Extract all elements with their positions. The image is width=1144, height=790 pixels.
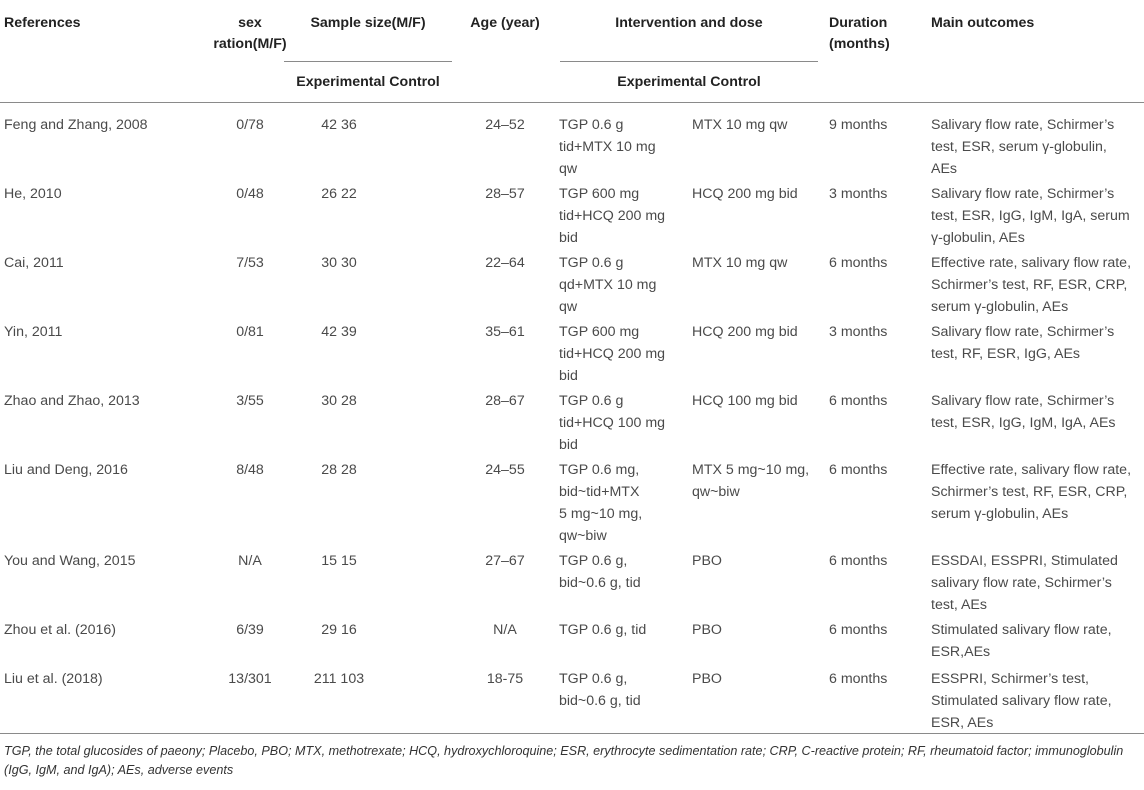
cell-exp: TGP 0.6 g, bid~0.6 g, tid — [559, 671, 641, 709]
cell-duration: 6 months — [829, 553, 888, 569]
header-outcomes: Main outcomes — [931, 15, 1035, 31]
header-sample-sub: Experimental Control — [296, 74, 440, 90]
cell-age: 18-75 — [486, 671, 524, 687]
cell-sex: 7/53 — [236, 255, 264, 271]
cell-exp: TGP 0.6 mg, bid~tid+MTX 5 mg~10 mg, qw~b… — [559, 462, 643, 544]
cell-sample: 29 16 — [321, 622, 357, 638]
cell-outcomes: Salivary flow rate, Schirmer’s test, ESR… — [931, 393, 1116, 431]
header-bottom-rule — [0, 102, 1144, 103]
cell-outcomes: Salivary flow rate, Schirmer’s test, ESR… — [931, 117, 1115, 177]
cell-ctrl: MTX 5 mg~10 mg, qw~biw — [692, 462, 810, 500]
header-age: Age (year) — [470, 15, 540, 31]
cell-exp: TGP 600 mg tid+HCQ 200 mg bid — [559, 324, 666, 384]
cell-ctrl: MTX 10 mg qw — [692, 117, 788, 133]
cell-age: 22–64 — [485, 255, 525, 271]
cell-exp: TGP 0.6 g qd+MTX 10 mg qw — [559, 255, 657, 315]
cell-exp: TGP 0.6 g, tid — [559, 622, 647, 638]
cell-ctrl: PBO — [692, 622, 722, 638]
cell-sample: 42 39 — [321, 324, 357, 340]
cell-ref: Zhou et al. (2016) — [4, 622, 116, 638]
header-sex-ratio: sex ration(M/F) — [213, 15, 287, 52]
cell-outcomes: Stimulated salivary flow rate, ESR,AEs — [931, 622, 1112, 660]
intervention-rule — [560, 61, 818, 62]
cell-ref: Feng and Zhang, 2008 — [4, 117, 148, 133]
cell-sample: 15 15 — [321, 553, 357, 569]
cell-ctrl: MTX 10 mg qw — [692, 255, 788, 271]
cell-ctrl: PBO — [692, 671, 722, 687]
cell-duration: 6 months — [829, 622, 888, 638]
cell-sample: 30 28 — [321, 393, 357, 409]
cell-exp: TGP 0.6 g tid+HCQ 100 mg bid — [559, 393, 666, 453]
cell-ref: Zhao and Zhao, 2013 — [4, 393, 140, 409]
cell-ref: Liu and Deng, 2016 — [4, 462, 128, 478]
cell-ctrl: PBO — [692, 553, 722, 569]
header-intervention: Intervention and dose — [615, 15, 763, 31]
cell-ctrl: HCQ 200 mg bid — [692, 324, 798, 340]
cell-ref: He, 2010 — [4, 186, 62, 202]
cell-sex: 0/81 — [236, 324, 264, 340]
cell-age: N/A — [493, 622, 517, 638]
cell-outcomes: Effective rate, salivary flow rate, Schi… — [931, 255, 1132, 315]
cell-sex: 8/48 — [236, 462, 264, 478]
cell-exp: TGP 0.6 g, bid~0.6 g, tid — [559, 553, 641, 591]
header-references: References — [4, 15, 81, 31]
cell-duration: 6 months — [829, 255, 888, 271]
cell-outcomes: ESSDAI, ESSPRI, Stimulated salivary flow… — [931, 553, 1118, 613]
cell-outcomes: Effective rate, salivary flow rate, Schi… — [931, 462, 1132, 522]
cell-sex: 0/78 — [236, 117, 264, 133]
cell-outcomes: ESSPRI, Schirmer’s test, Stimulated sali… — [931, 671, 1112, 731]
cell-sex: N/A — [238, 553, 262, 569]
header-intervention-sub: Experimental Control — [617, 74, 761, 90]
cell-sex: 3/55 — [236, 393, 264, 409]
cell-ctrl: HCQ 100 mg bid — [692, 393, 798, 409]
cell-ref: You and Wang, 2015 — [4, 553, 136, 569]
cell-duration: 6 months — [829, 671, 888, 687]
cell-duration: 6 months — [829, 393, 888, 409]
cell-sex: 6/39 — [236, 622, 264, 638]
cell-ctrl: HCQ 200 mg bid — [692, 186, 798, 202]
cell-sample: 26 22 — [321, 186, 357, 202]
cell-age: 28–67 — [485, 393, 525, 409]
cell-sample: 42 36 — [321, 117, 357, 133]
cell-sample: 30 30 — [321, 255, 357, 271]
cell-age: 35–61 — [485, 324, 525, 340]
cell-age: 24–52 — [485, 117, 525, 133]
table-bottom-rule — [0, 733, 1144, 734]
cell-ref: Liu et al. (2018) — [4, 671, 103, 687]
cell-outcomes: Salivary flow rate, Schirmer’s test, RF,… — [931, 324, 1115, 362]
cell-age: 27–67 — [485, 553, 525, 569]
cell-sample: 28 28 — [321, 462, 357, 478]
cell-duration: 3 months — [829, 324, 888, 340]
cell-exp: TGP 0.6 g tid+MTX 10 mg qw — [559, 117, 656, 177]
cell-duration: 6 months — [829, 462, 888, 478]
cell-duration: 9 months — [829, 117, 888, 133]
cell-duration: 3 months — [829, 186, 888, 202]
cell-sex: 13/301 — [228, 671, 272, 687]
header-duration: Duration (months) — [829, 15, 890, 52]
header-sample-size: Sample size(M/F) — [310, 15, 426, 31]
cell-sample: 211 103 — [313, 671, 365, 687]
cell-ref: Yin, 2011 — [4, 324, 63, 340]
cell-exp: TGP 600 mg tid+HCQ 200 mg bid — [559, 186, 666, 246]
cell-age: 28–57 — [485, 186, 525, 202]
cell-age: 24–55 — [485, 462, 525, 478]
cell-ref: Cai, 2011 — [4, 255, 64, 271]
sample-size-rule — [284, 61, 452, 62]
cell-sex: 0/48 — [236, 186, 264, 202]
table-footnote: TGP, the total glucosides of paeony; Pla… — [4, 744, 1124, 777]
cell-outcomes: Salivary flow rate, Schirmer’s test, ESR… — [931, 186, 1130, 246]
